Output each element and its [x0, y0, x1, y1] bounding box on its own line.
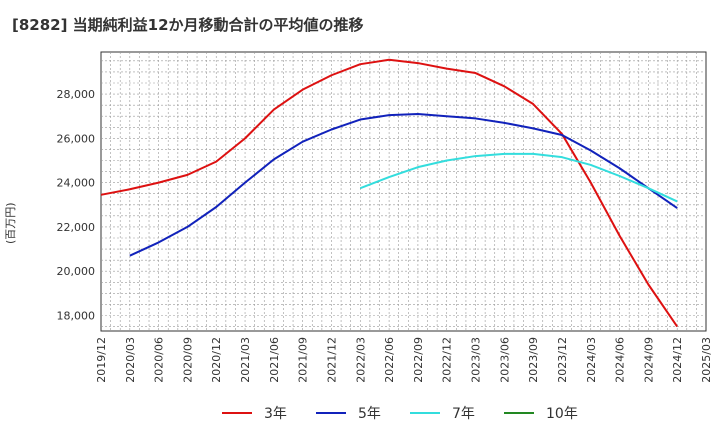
x-tick-label: 2020/03 [124, 337, 137, 383]
y-tick-label: 18,000 [57, 310, 96, 323]
x-tick-label: 2023/12 [556, 337, 569, 383]
x-tick-label: 2020/06 [153, 337, 166, 383]
legend-label: 5年 [358, 406, 381, 422]
x-tick-label: 2019/12 [95, 337, 108, 383]
series-lines [100, 58, 679, 328]
x-tick-label: 2023/09 [527, 337, 540, 383]
x-tick-label: 2021/03 [239, 337, 252, 383]
x-tick-labels: 2019/12 2020/03 2020/06 2020/09 2020/12 2021/… [95, 337, 713, 383]
x-tick-label: 2021/09 [297, 337, 310, 383]
x-tick-label: 2023/03 [470, 337, 483, 383]
chart-title: [8282] 当期純利益12か月移動合計の平均値の推移 [12, 16, 364, 34]
x-tick-label: 2023/06 [498, 337, 511, 383]
series-line [100, 58, 679, 328]
y-tick-label: 28,000 [57, 88, 96, 101]
x-tick-label: 2024/12 [671, 337, 684, 383]
legend: 3年 5年 7年 10年 [222, 406, 578, 422]
y-tick-label: 20,000 [57, 265, 96, 278]
x-tick-label: 2022/09 [412, 337, 425, 383]
x-tick-label: 2025/03 [700, 337, 713, 383]
x-tick-label: 2021/12 [325, 337, 338, 383]
legend-label: 3年 [264, 406, 287, 422]
x-tick-label: 2021/06 [268, 337, 281, 383]
series-line [129, 113, 678, 257]
plot-area [100, 51, 707, 332]
series-line [359, 152, 678, 203]
y-tick-labels: 18,000 20,000 22,000 24,000 26,000 28,000 [57, 88, 96, 322]
x-tick-label: 2020/09 [181, 337, 194, 383]
x-tick-label: 2024/09 [642, 337, 655, 383]
y-tick-label: 22,000 [57, 221, 96, 234]
y-tick-label: 26,000 [57, 132, 96, 145]
x-tick-label: 2024/06 [614, 337, 627, 383]
x-tick-label: 2024/03 [585, 337, 598, 383]
grid-lines [101, 52, 706, 331]
x-tick-label: 2020/12 [210, 337, 223, 383]
legend-label: 7年 [452, 406, 475, 422]
x-tick-label: 2022/06 [383, 337, 396, 383]
y-tick-label: 24,000 [57, 177, 96, 190]
x-tick-label: 2022/03 [354, 337, 367, 383]
x-tick-label: 2022/12 [441, 337, 454, 383]
legend-label: 10年 [546, 406, 578, 422]
